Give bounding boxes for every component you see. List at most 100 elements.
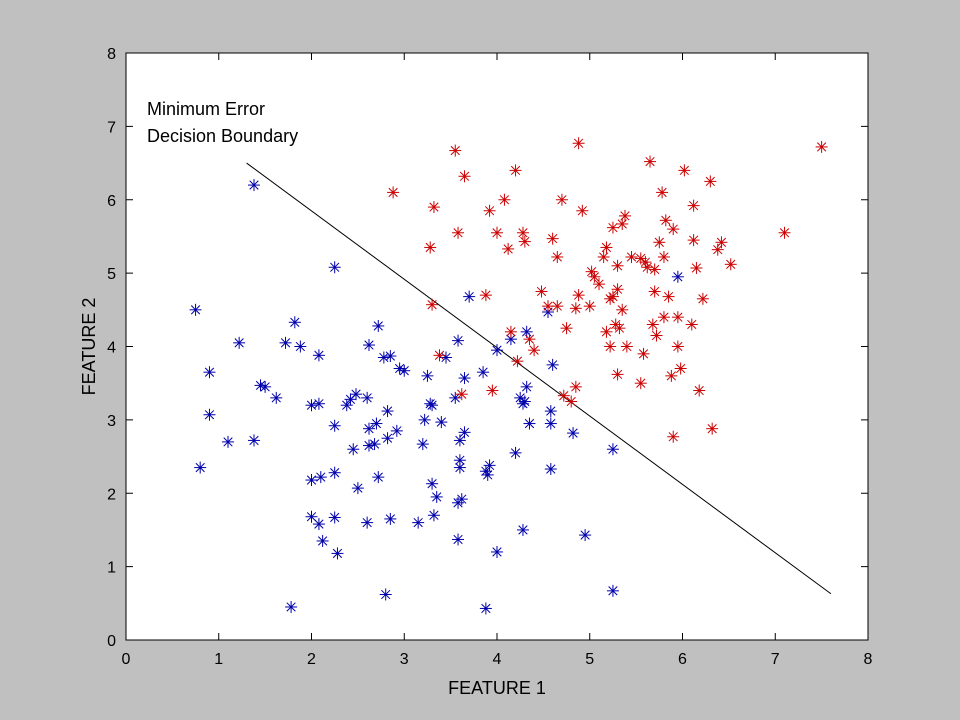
data-point [678,164,691,177]
data-point [481,468,494,481]
data-point [361,391,374,404]
data-point [347,443,360,456]
data-point [305,399,318,412]
data-point [648,263,661,276]
x-tick-label: 2 [307,651,316,668]
data-point [368,438,381,451]
data-point [704,175,717,188]
data-point [600,241,613,254]
data-point [657,250,670,263]
data-point [544,417,557,430]
data-point [523,417,536,430]
data-point [597,250,610,263]
data-point [659,214,672,227]
data-point [421,369,434,382]
data-point [625,250,638,263]
data-point [328,419,341,432]
data-point [463,290,476,303]
data-point [416,438,429,451]
annotation-line-1: Minimum Error [147,99,265,119]
data-point [606,221,619,234]
data-point [426,399,439,412]
data-point [294,340,307,353]
y-tick-label: 4 [107,340,116,357]
data-point [418,413,431,426]
data-point [606,443,619,456]
data-point [674,362,687,375]
x-tick-label: 7 [771,651,780,668]
data-point [520,380,533,393]
annotation-line-2: Decision Boundary [147,126,298,146]
data-point [620,340,633,353]
data-point [637,347,650,360]
data-markers [189,137,828,615]
data-point [611,259,624,272]
data-point [412,516,425,529]
data-point [641,261,654,274]
data-point [560,322,573,335]
x-tick-label: 5 [585,651,594,668]
data-point [427,201,440,214]
data-point [606,290,619,303]
data-point [657,311,670,324]
data-point [328,511,341,524]
data-point [452,334,465,347]
data-point [312,518,325,531]
y-axis-label: FEATURE 2 [79,298,99,396]
data-point [491,344,503,357]
data-point [498,193,511,206]
data-point [616,303,629,316]
data-point [483,459,496,472]
data-point [314,471,327,484]
data-point [222,435,235,448]
data-point [361,516,374,529]
data-point [569,302,582,315]
data-point [377,351,390,364]
data-point [648,285,661,298]
data-point [393,362,406,375]
data-point [646,318,659,331]
y-tick-label: 3 [107,413,116,430]
data-point [650,329,663,342]
data-point [452,496,465,509]
data-point [546,232,559,245]
data-point [453,454,466,467]
data-point [379,588,392,601]
data-point [453,461,466,474]
data-point [600,325,613,338]
data-point [551,300,564,313]
y-tick-label: 5 [107,266,116,283]
x-tick-label: 0 [122,651,131,668]
data-point [588,270,601,283]
data-point [685,318,698,331]
data-point [384,350,397,363]
data-point [557,389,570,402]
data-point [449,391,462,404]
data-point [542,300,555,313]
data-point [634,377,647,390]
data-point [576,204,589,217]
data-point [724,258,737,271]
data-point [458,170,471,183]
data-point [567,427,580,440]
data-point [667,430,680,443]
data-point [572,137,585,150]
data-point [656,186,669,199]
data-point [523,333,536,346]
data-point [316,534,329,547]
tick-labels: 0 1 2 3 4 5 6 7 8 0 1 2 3 4 5 6 7 8 [107,46,872,668]
data-point [671,270,684,283]
data-point [502,242,515,255]
data-point [194,461,207,474]
y-tick-label: 2 [107,486,116,503]
data-point [247,434,260,447]
y-tick-label: 6 [107,193,116,210]
data-point [639,256,652,269]
data-point [259,380,272,393]
data-point [390,424,403,437]
data-point [458,426,471,439]
data-point [618,209,631,222]
data-point [520,325,533,338]
data-point [706,422,719,435]
